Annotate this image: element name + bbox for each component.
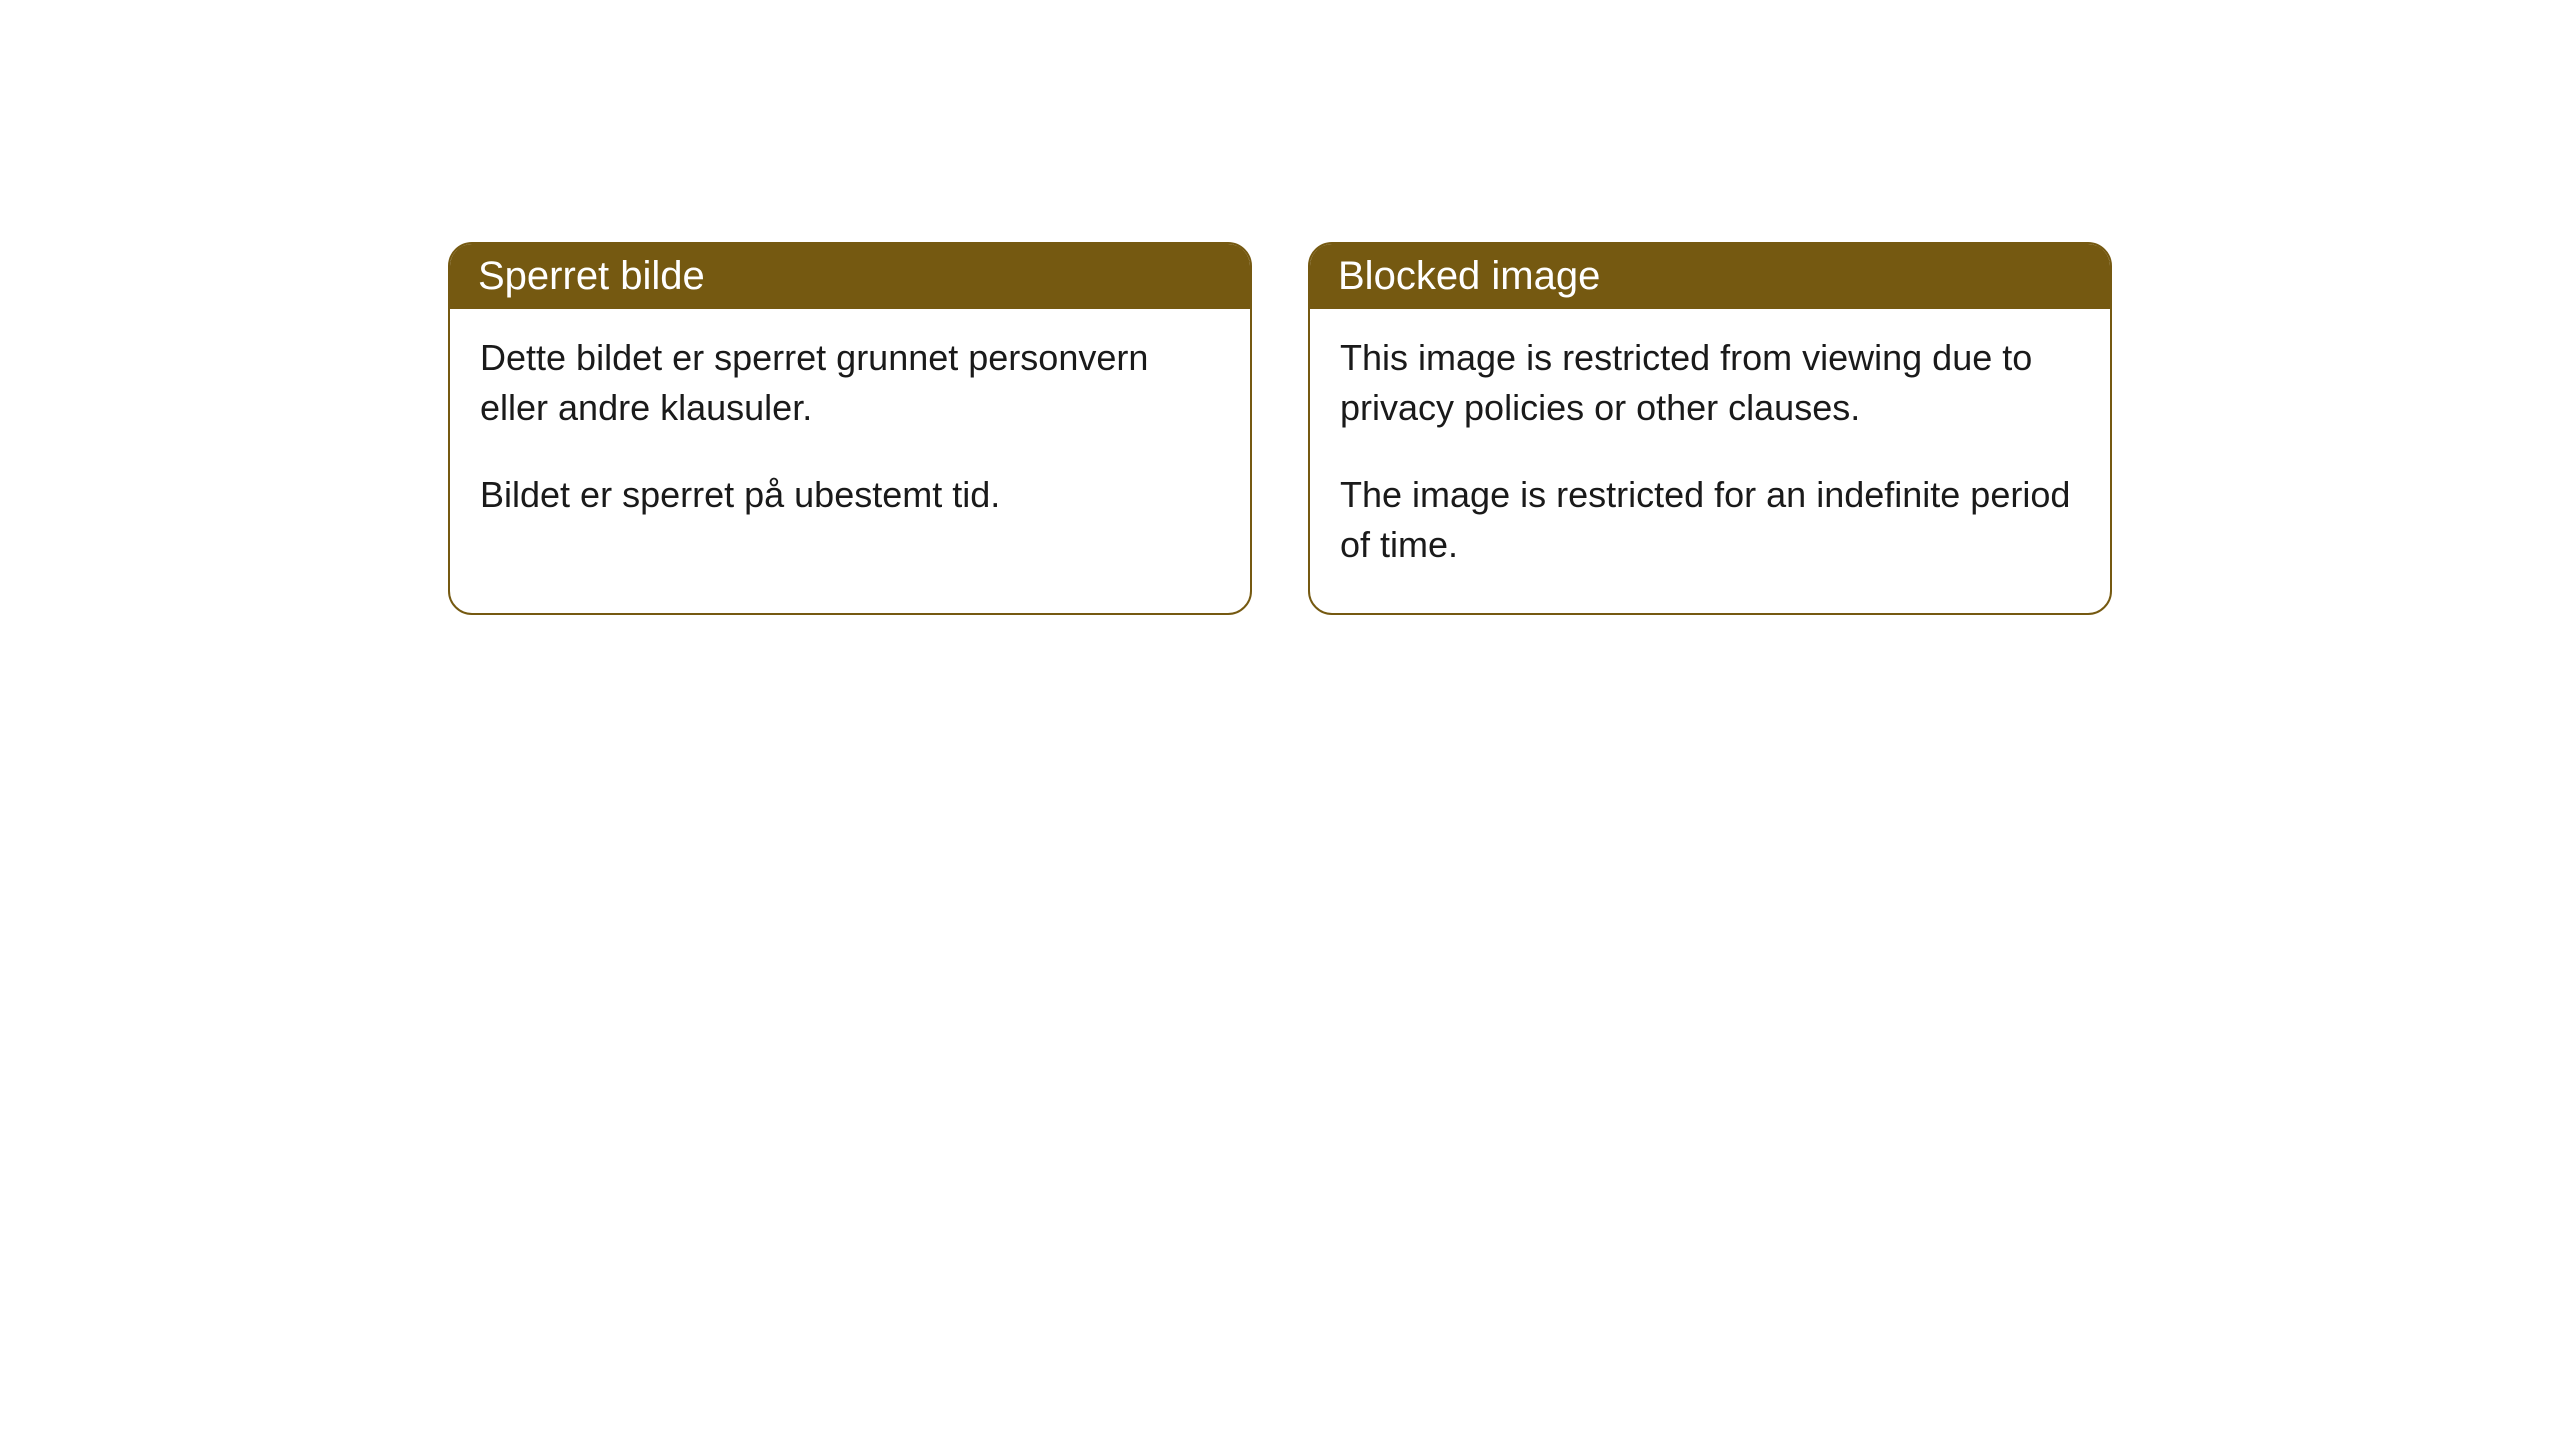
card-paragraph: This image is restricted from viewing du… [1340,333,2080,434]
card-body-english: This image is restricted from viewing du… [1310,309,2110,613]
card-paragraph: The image is restricted for an indefinit… [1340,470,2080,571]
card-body-norwegian: Dette bildet er sperret grunnet personve… [450,309,1250,562]
card-title: Blocked image [1338,254,1600,298]
card-title: Sperret bilde [478,254,705,298]
card-header-english: Blocked image [1310,244,2110,309]
card-header-norwegian: Sperret bilde [450,244,1250,309]
card-paragraph: Dette bildet er sperret grunnet personve… [480,333,1220,434]
cards-container: Sperret bilde Dette bildet er sperret gr… [448,242,2112,615]
card-norwegian: Sperret bilde Dette bildet er sperret gr… [448,242,1252,615]
card-english: Blocked image This image is restricted f… [1308,242,2112,615]
card-paragraph: Bildet er sperret på ubestemt tid. [480,470,1220,520]
